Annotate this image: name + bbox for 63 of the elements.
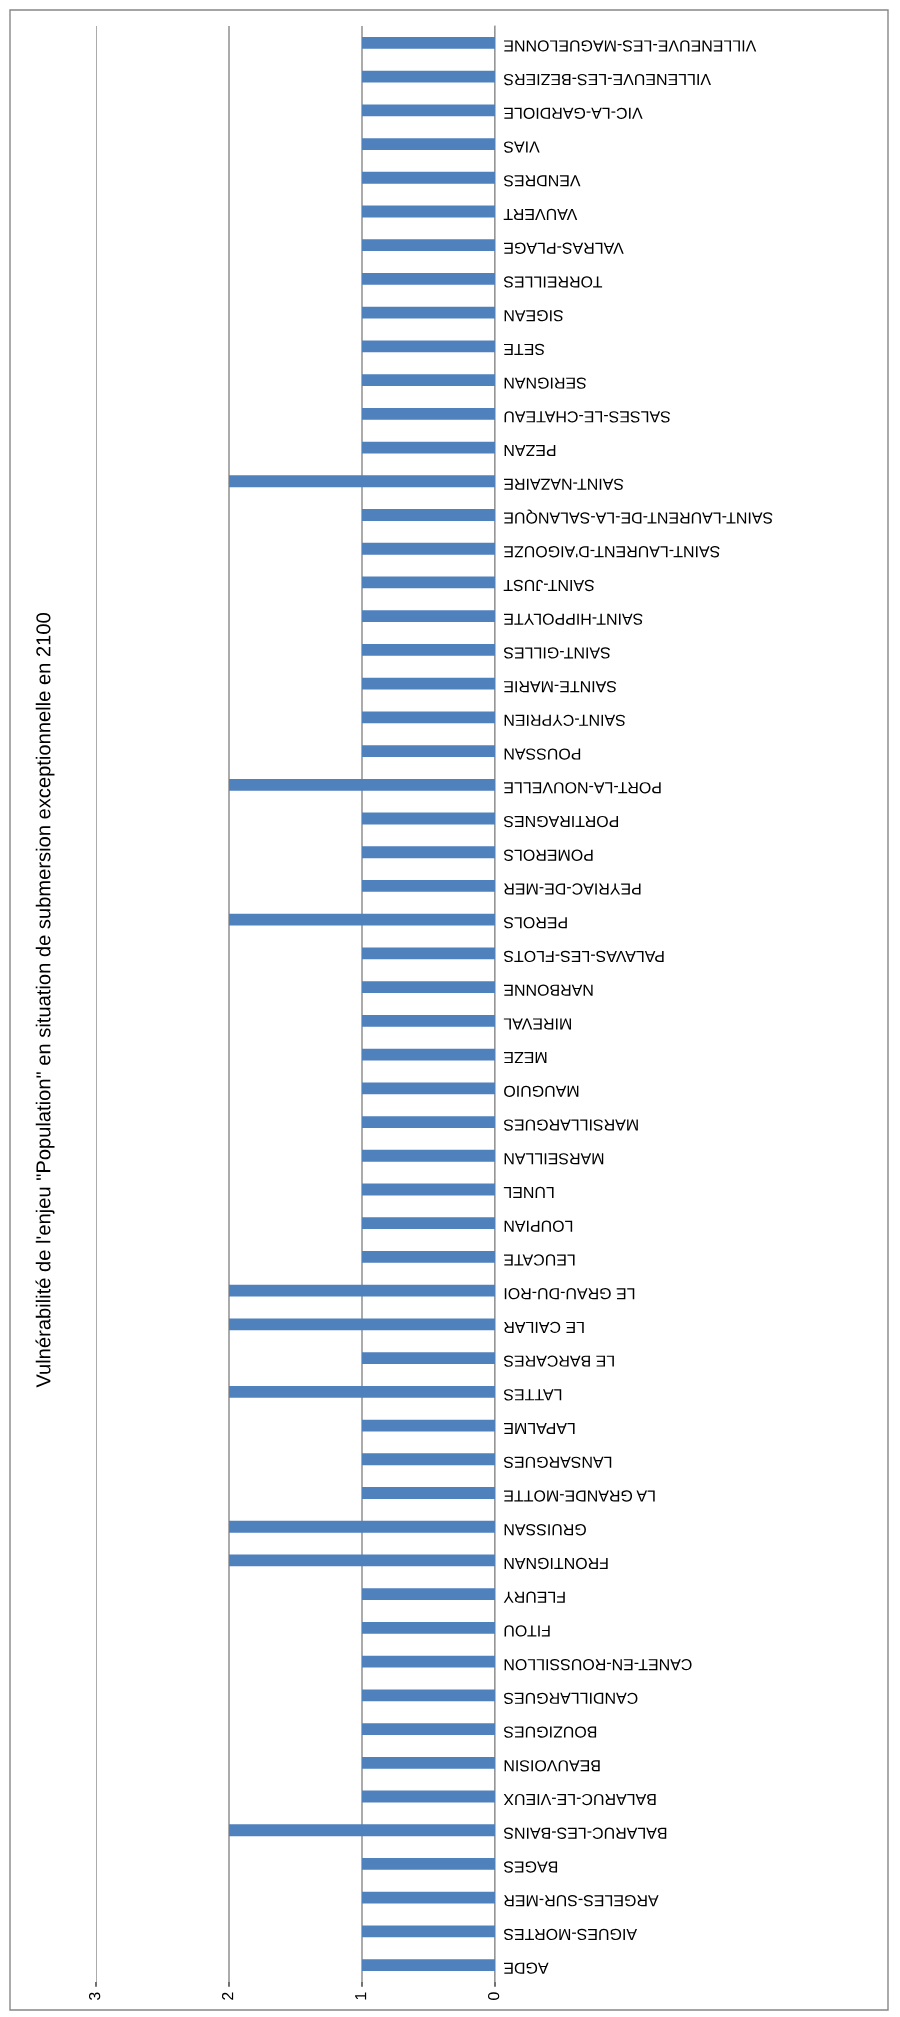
y-tick-label: MAUGUIO: [504, 1085, 579, 1097]
y-tick-label: SAINT-HIPPOLYTE: [504, 613, 643, 625]
y-tick-label: LE BARCARES: [504, 1355, 614, 1367]
y-tick-label: SIGEAN: [504, 310, 563, 322]
y-tick-label: VILLENEUVE-LES-MAGUELONNE: [504, 40, 757, 52]
y-tick-label: SERIGNAN: [504, 377, 587, 389]
y-tick-label: VILLENEUVE-LES-BEZIERS: [504, 73, 711, 86]
y-tick-label: PORTIRAGNES: [504, 815, 618, 828]
y-tick-label: VENDRES: [504, 175, 581, 187]
y-tick-label: POUSSAN: [504, 748, 581, 760]
y-tick-label: LAPALME: [504, 1423, 575, 1435]
y-tick-label: VALRAS-PLAGE: [504, 242, 624, 254]
y-tick-label: PORT-LA-NOUVELLE: [504, 782, 661, 794]
y-tick-label: BEAUVOISIN: [504, 1760, 600, 1772]
y-tick-label: LE GRAU-DU-ROI: [504, 1288, 635, 1300]
y-tick-label: TORREILLES: [504, 276, 603, 288]
y-tick-label: FLEURY: [503, 1591, 565, 1603]
y-tick-label: AIGUES-MORTES: [504, 1928, 638, 1941]
y-tick-label: PEZAN: [504, 445, 556, 457]
x-tick-label: 1: [355, 1992, 367, 2000]
y-tick-label: MARSILLARGUES: [504, 1119, 638, 1131]
y-tick-label: SALSES-LE-CHATEAU: [504, 411, 671, 423]
y-tick-label: VAUVERT: [503, 208, 578, 220]
x-tick-label: 3: [88, 1992, 101, 2000]
y-tick-label: CANET-EN-ROUSSILLON: [504, 1658, 692, 1671]
y-tick-label: VIC-LA-GARDIOLE: [504, 107, 643, 119]
y-tick-label: LATTES: [504, 1389, 562, 1401]
y-tick-label: VIAS: [504, 141, 540, 153]
y-tick-label: SAINT-JUST: [503, 579, 595, 592]
y-tick-label: ARGELES-SUR-MER: [504, 1895, 659, 1907]
text: Vulnérabilité de l'enjeu "Population" en situation de submersion exceptionnelle en 2100: [35, 613, 55, 1388]
x-tick-label: 2: [221, 1992, 234, 2000]
y-tick-label: LANSARGUES: [504, 1456, 612, 1468]
y-tick-label: SAINTE-MARIE: [504, 680, 617, 693]
x-tick-label: 0: [487, 1992, 500, 2000]
y-tick-label: PEROLS: [504, 917, 567, 929]
y-tick-label: PEYRIAC-DE-MER: [504, 883, 641, 895]
y-tick-label: MARSEILLAN: [504, 1153, 604, 1165]
y-tick-label: SAINT-LAURENT-D'AIGOUZE: [504, 546, 720, 558]
y-tick-label: POMEROLS: [504, 849, 593, 861]
y-tick-label: BALARUC-LE-VIEUX: [503, 1793, 656, 1806]
y-tick-label: BALARUC-LES-BAINS: [504, 1827, 667, 1839]
y-tick-label: BAGES: [504, 1861, 558, 1873]
y-tick-label: NARBONNE: [504, 984, 593, 996]
y-tick-label: BOUZIGUES: [504, 1726, 597, 1738]
y-tick-label: LEUCATE: [504, 1254, 575, 1266]
y-tick-label: LA GRANDE-MOTTE: [504, 1490, 655, 1502]
y-tick-label: SAINT-NAZAIRE: [504, 478, 624, 490]
y-tick-label: LE CAILAR: [504, 1321, 584, 1334]
y-tick-label: FRONTIGNAN: [504, 1557, 608, 1570]
y-tick-label: SAINT-GILLES: [504, 647, 611, 659]
y-tick-label: AGDE: [504, 1962, 549, 1974]
y-tick-label: FITOU: [504, 1625, 550, 1637]
y-tick-label: SAINT-CYPRIEN: [504, 714, 626, 727]
y-tick-label: LOUPIAN: [504, 1220, 573, 1232]
y-tick-label: CANDILLARGUES: [504, 1692, 638, 1705]
y-tick-label: PALAVAS-LES-FLOTS: [504, 950, 664, 963]
y-tick-label: GRUISSAN: [504, 1524, 586, 1536]
y-tick-label: MEZE: [504, 1052, 547, 1064]
y-tick-label: MIREVAL: [503, 1018, 571, 1030]
y-tick-label: LUNEL: [503, 1186, 554, 1198]
y-tick-label: SAINT-LAURENT-DE-LA-SALANQUE: [504, 509, 773, 524]
y-tick-label: SETE: [504, 343, 545, 356]
